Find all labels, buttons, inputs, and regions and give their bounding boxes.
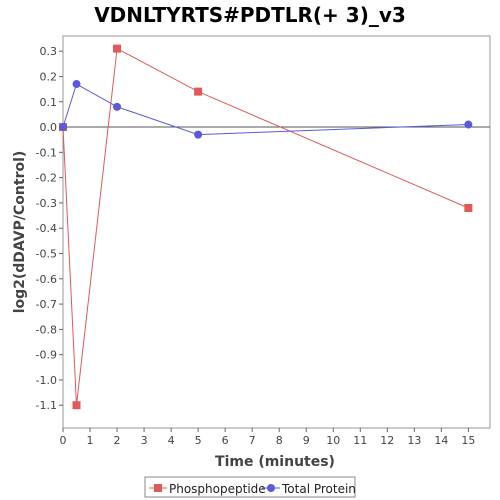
legend-square-marker	[154, 484, 162, 492]
y-tick-label: 0.0	[40, 121, 58, 134]
x-tick-label: 7	[249, 434, 256, 447]
y-tick-label: -0.1	[36, 146, 57, 159]
chart-title: VDNLTYRTS#PDTLR(+ 3)_v3	[94, 3, 406, 27]
legend-label-phosphopeptide: Phosphopeptide	[169, 482, 266, 496]
y-tick-label: -0.9	[36, 349, 57, 362]
y-tick-label: 0.1	[40, 96, 58, 109]
y-axis-label: log2(dDAVP/Control)	[12, 151, 28, 314]
x-tick-label: 5	[195, 434, 202, 447]
y-tick-label: -0.2	[36, 172, 57, 185]
data-point-phosphopeptide	[464, 203, 473, 212]
data-point-total-protein	[59, 123, 67, 132]
x-tick-label: 12	[380, 434, 394, 447]
x-tick-label: 0	[60, 434, 67, 447]
x-tick-label: 1	[87, 434, 94, 447]
x-tick-label: 15	[461, 434, 475, 447]
legend: Phosphopeptide Total Protein	[144, 476, 356, 498]
data-point-total-protein	[113, 102, 122, 111]
x-tick-label: 11	[353, 434, 367, 447]
legend-circle-marker	[267, 484, 275, 492]
legend-item-total-protein: Total Protein	[262, 482, 356, 496]
data-point-phosphopeptide	[72, 401, 81, 410]
data-point-total-protein	[194, 130, 203, 139]
x-tick-label: 14	[434, 434, 448, 447]
x-tick-label: 13	[407, 434, 421, 447]
y-tick-label: -1.0	[36, 374, 57, 387]
x-tick-label: 4	[168, 434, 175, 447]
y-tick-label: -0.7	[36, 298, 57, 311]
x-tick-label: 3	[141, 434, 148, 447]
legend-item-phosphopeptide: Phosphopeptide	[149, 482, 266, 496]
y-tick-label: 0.3	[40, 45, 58, 58]
y-tick-label: -0.6	[36, 273, 57, 286]
x-tick-label: 6	[222, 434, 229, 447]
x-tick-label: 10	[326, 434, 340, 447]
plot-area: 0.3 0.2 0.1 0.0 -0.1 -0.2 -0.3 -0.4 -0.5 -0.6 -0.7…	[36, 35, 491, 447]
plot-frame	[62, 35, 491, 429]
x-tick-label: 2	[114, 434, 121, 447]
data-point-phosphopeptide	[113, 44, 122, 53]
y-tick-label: -0.8	[36, 323, 57, 336]
legend-frame	[144, 476, 356, 498]
y-tick-label: -0.4	[36, 222, 57, 235]
x-tick-label: 8	[276, 434, 283, 447]
x-tick-label: 9	[303, 434, 310, 447]
data-point-total-protein	[464, 120, 473, 129]
y-tick-label: 0.2	[40, 70, 58, 83]
y-tick-label: -0.3	[36, 197, 57, 210]
y-tick-label: -0.5	[36, 247, 57, 260]
data-point-total-protein	[72, 80, 81, 89]
data-point-phosphopeptide	[194, 87, 203, 96]
legend-label-total-protein: Total Protein	[281, 482, 356, 496]
y-tick-label: -1.1	[36, 399, 57, 412]
x-axis-label: Time (minutes)	[215, 454, 335, 470]
